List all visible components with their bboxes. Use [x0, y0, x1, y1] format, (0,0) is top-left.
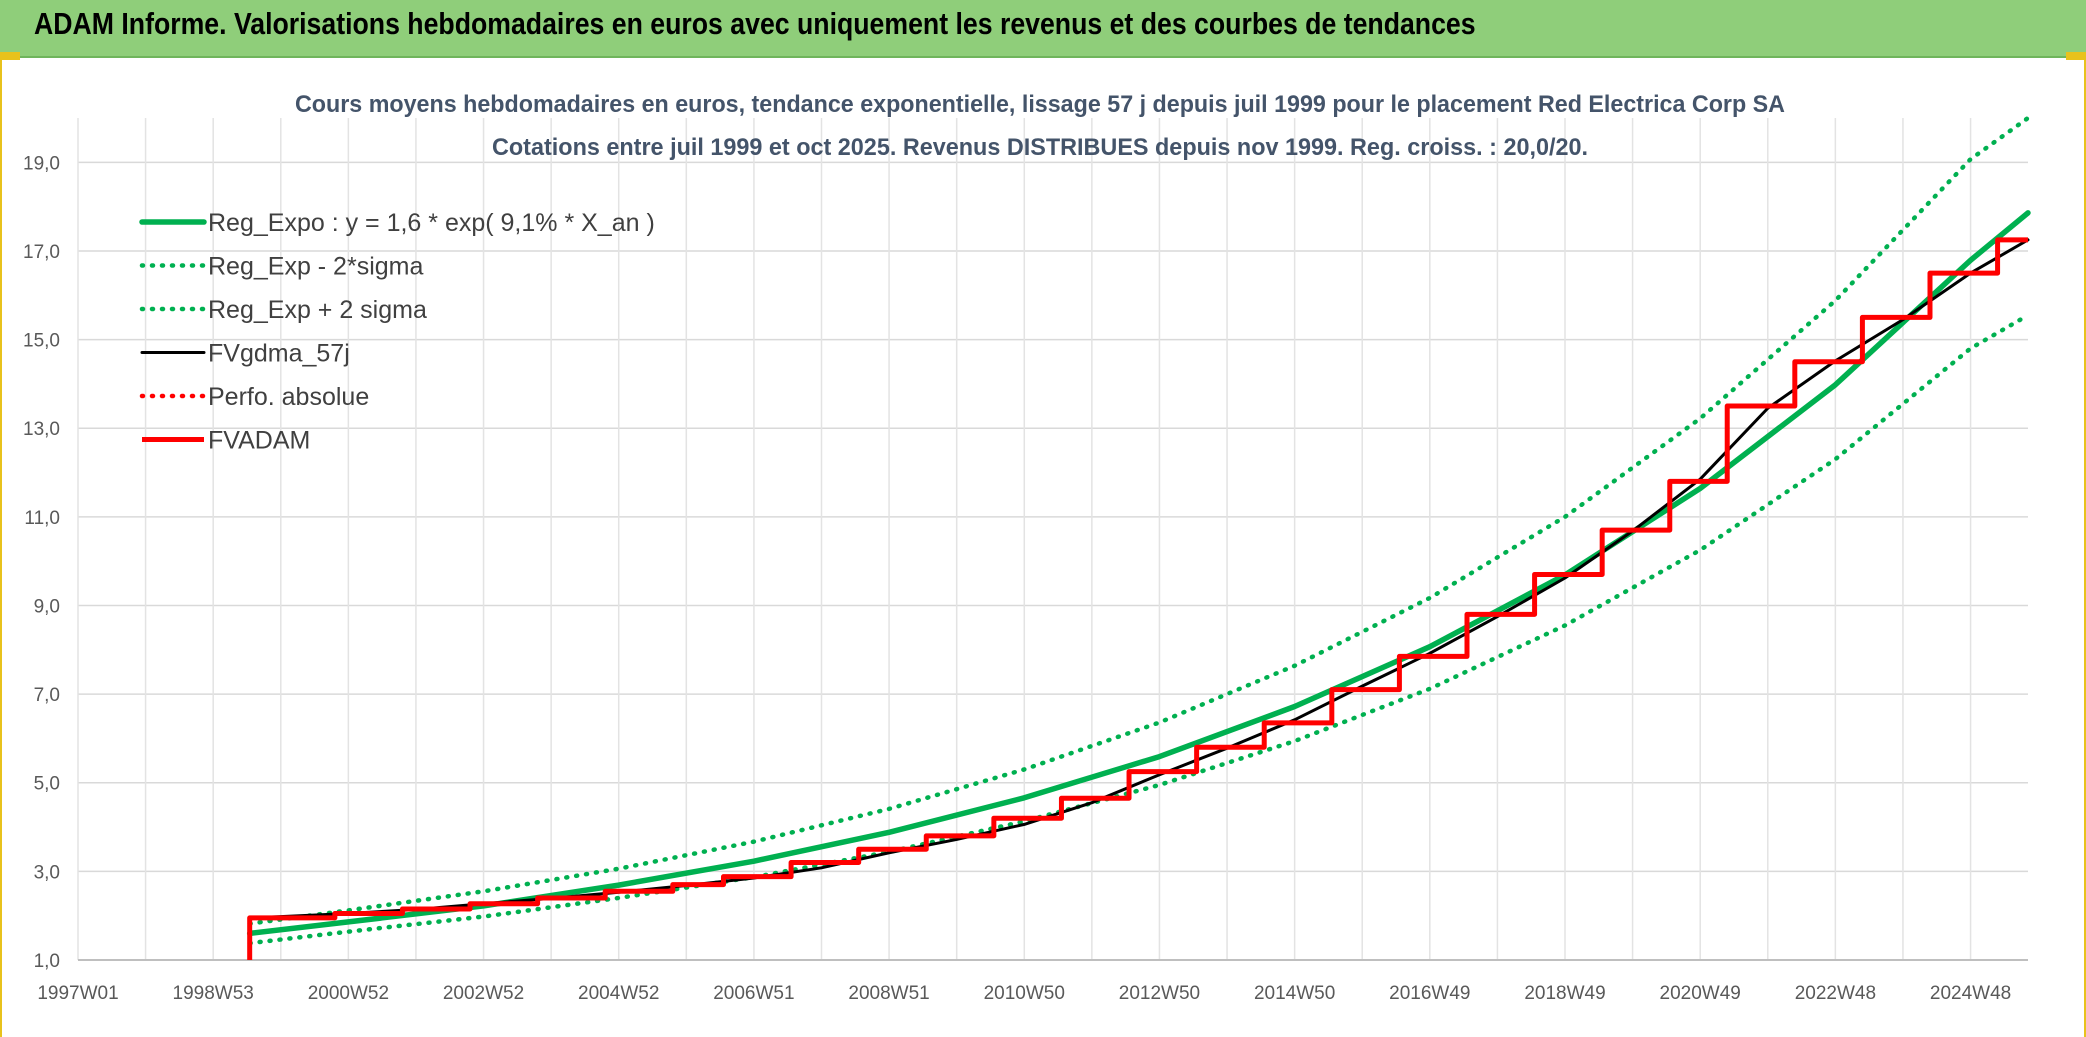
x-tick-label: 2020W49 — [1660, 983, 1741, 1004]
x-tick-label: 1998W53 — [173, 983, 254, 1004]
x-tick-label: 2024W48 — [1930, 983, 2011, 1004]
series-line — [248, 238, 2030, 920]
legend-label: FVgdma_57j — [208, 340, 350, 368]
legend-label: FVADAM — [208, 427, 310, 455]
corner-accent-left — [0, 52, 20, 60]
chart-grid — [77, 118, 2028, 961]
legend-label: Reg_Expo : y = 1,6 * exp( 9,1% * X_an ) — [208, 209, 655, 237]
series-line — [247, 237, 2028, 960]
header-banner: ADAM Informe. Valorisations hebdomadaire… — [0, 0, 2086, 58]
y-tick-label: 7,0 — [34, 685, 60, 706]
chart-series — [246, 115, 2031, 960]
legend-label: Reg_Exp - 2*sigma — [208, 253, 423, 281]
y-tick-label: 11,0 — [24, 508, 60, 529]
x-tick-label: 2018W49 — [1524, 983, 1605, 1004]
x-tick-label: 1997W01 — [37, 983, 118, 1004]
x-tick-label: 2014W50 — [1254, 983, 1335, 1004]
y-tick-label: 1,0 — [34, 951, 60, 972]
corner-accent-right — [2066, 52, 2086, 60]
x-tick-label: 2000W52 — [308, 983, 389, 1004]
y-tick-label: 3,0 — [34, 862, 60, 883]
page-title: ADAM Informe. Valorisations hebdomadaire… — [34, 6, 1476, 41]
chart-frame — [0, 58, 2086, 1037]
y-tick-label: 5,0 — [34, 774, 60, 795]
x-tick-label: 2012W50 — [1119, 983, 1200, 1004]
x-axis-ticks: 1997W01 1998W53 2000W52 2002W52 2004W52 2006W… — [37, 983, 2011, 1004]
y-tick-label: 9,0 — [34, 596, 60, 617]
x-tick-label: 2002W52 — [443, 983, 524, 1004]
x-tick-label: 2004W52 — [578, 983, 659, 1004]
y-tick-label: 13,0 — [23, 419, 60, 440]
chart-title: Cours moyens hebdomadaires en euros, ten… — [295, 91, 1785, 118]
series-line — [247, 312, 2031, 946]
series-line — [247, 115, 2031, 926]
legend-label: Perfo. absolue — [208, 383, 369, 411]
legend-label: Reg_Exp + 2 sigma — [208, 296, 427, 324]
x-tick-label: 2016W49 — [1389, 983, 1470, 1004]
x-tick-label: 2008W51 — [848, 983, 929, 1004]
y-tick-label: 17,0 — [23, 242, 60, 263]
series-line — [246, 210, 2031, 937]
chart-subtitle: Cotations entre juil 1999 et oct 2025. R… — [492, 134, 1588, 161]
chart-legend: Reg_Expo : y = 1,6 * exp( 9,1% * X_an ) R… — [139, 209, 655, 455]
y-tick-label: 15,0 — [23, 331, 60, 352]
x-tick-label: 2006W51 — [713, 983, 794, 1004]
x-tick-label: 2010W50 — [984, 983, 1065, 1004]
x-tick-label: 2022W48 — [1795, 983, 1876, 1004]
y-axis-ticks: 1,0 3,0 5,0 7,0 9,0 11,0 13,0 15,0 17,0 19,0 — [23, 153, 60, 972]
y-tick-label: 19,0 — [23, 153, 60, 174]
